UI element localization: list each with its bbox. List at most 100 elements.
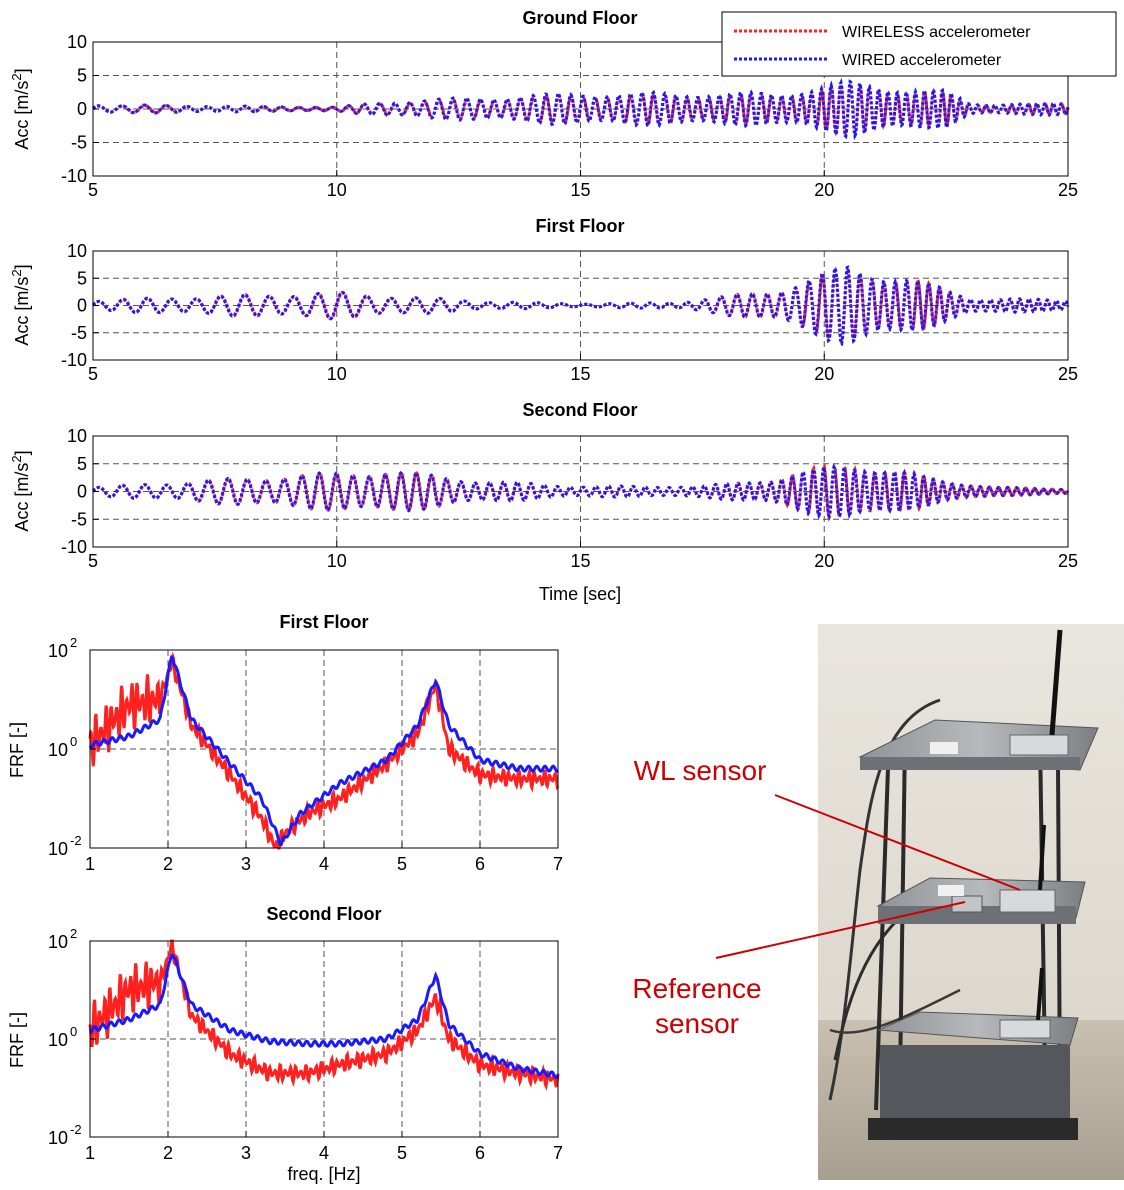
y-tick-label: 10 (67, 426, 87, 446)
series-wireless (88, 939, 560, 1092)
y-tick-label: 10 (48, 740, 68, 760)
x-tick-label: 1 (85, 854, 95, 874)
y-tick-label: 5 (77, 66, 87, 86)
y-axis-label: Acc [m/s2] (9, 450, 32, 531)
x-tick-label: 5 (397, 854, 407, 874)
y-tick-label: 0 (77, 296, 87, 316)
test-rig-photo (818, 624, 1124, 1180)
time-panel-second: Second Floor 5 10 15 20 25 -10 -5 0 5 10 Acc [m/s… (9, 400, 1078, 604)
cable (829, 988, 961, 1034)
legend-label-wireless: WIRELESS accelerometer (842, 24, 1031, 41)
x-tick-label: 15 (570, 180, 590, 200)
x-tick-label: 20 (814, 551, 834, 571)
series-wired (92, 77, 1070, 141)
antenna (1049, 629, 1063, 736)
wired-sensor-top (1009, 734, 1069, 756)
y-tick-label: 10 (67, 241, 87, 261)
y-tick-exponent: 2 (70, 635, 77, 650)
series-line-wired (91, 462, 1070, 521)
y-tick-label: -10 (61, 537, 87, 557)
series-wired (89, 952, 560, 1080)
y-tick-exponent: -2 (70, 833, 82, 848)
series-line-wired (92, 265, 1070, 347)
y-tick-label: -5 (71, 323, 87, 343)
wl-sensor-label: WL sensor (634, 755, 767, 786)
y-tick-label: 0 (77, 99, 87, 119)
x-tick-label: 25 (1058, 180, 1078, 200)
legend-box (721, 11, 1117, 77)
grid (90, 941, 558, 1137)
reference-sensor-label-line2: sensor (655, 1008, 739, 1039)
x-tick-label: 10 (327, 180, 347, 200)
time-panel-first: First Floor 5 10 15 20 25 -10 -5 0 5 10 Acc [m/s2… (9, 216, 1078, 384)
tag-label (938, 885, 964, 896)
series-wired (92, 265, 1070, 347)
x-tick-label: 20 (814, 364, 834, 384)
x-tick-label: 5 (397, 1143, 407, 1163)
panel-title: Ground Floor (523, 8, 638, 28)
antenna (1038, 824, 1046, 891)
y-tick-exponent: 2 (70, 926, 77, 941)
y-tick-label: -10 (61, 166, 87, 186)
x-tick-label: 4 (319, 1143, 329, 1163)
y-tick-label: 10 (48, 1128, 68, 1148)
x-tick-label: 2 (163, 1143, 173, 1163)
panel-title: First Floor (280, 612, 369, 632)
panel-title: Second Floor (266, 904, 381, 924)
x-axis-label: Time [sec] (539, 584, 621, 604)
tag-label (930, 742, 958, 754)
reference-sensor-pointer (715, 901, 966, 959)
y-tick-exponent: 0 (70, 1024, 77, 1039)
x-tick-label: 4 (319, 854, 329, 874)
y-tick-label: 0 (77, 482, 87, 502)
x-tick-label: 3 (241, 854, 251, 874)
series-wired (88, 654, 559, 846)
y-axis-label: FRF [-] (7, 722, 27, 778)
x-tick-label: 6 (475, 1143, 485, 1163)
panel-title: Second Floor (522, 400, 637, 420)
x-tick-label: 6 (475, 854, 485, 874)
x-tick-label: 15 (570, 551, 590, 571)
series-line-wired (92, 77, 1070, 141)
wl-sensor-pointer (774, 794, 1021, 891)
top-plate-edge (860, 757, 1080, 770)
x-tick-label: 5 (88, 364, 98, 384)
legend-label-wired: WIRED accelerometer (842, 52, 1002, 69)
y-tick-label: 10 (48, 932, 68, 952)
x-tick-label: 2 (163, 854, 173, 874)
x-tick-label: 10 (327, 551, 347, 571)
antenna (1036, 967, 1044, 1021)
x-tick-label: 15 (570, 364, 590, 384)
sensor-box-lower (999, 1019, 1051, 1039)
ticks: 5 10 15 20 25 -10 -5 0 5 10 (61, 426, 1078, 571)
series-wired (91, 462, 1070, 521)
base-block (880, 1045, 1070, 1120)
series-line-wired (89, 952, 560, 1080)
x-tick-label: 1 (85, 1143, 95, 1163)
x-tick-label: 25 (1058, 364, 1078, 384)
y-axis-label: FRF [-] (7, 1012, 27, 1068)
x-tick-label: 5 (88, 180, 98, 200)
x-tick-label: 7 (553, 854, 563, 874)
y-tick-label: -5 (71, 509, 87, 529)
panel-title: First Floor (536, 216, 625, 236)
x-tick-label: 25 (1058, 551, 1078, 571)
y-tick-label: -10 (61, 350, 87, 370)
ticks: 5 10 15 20 25 -10 -5 0 5 10 (61, 241, 1078, 384)
base-shadow (868, 1118, 1078, 1140)
y-tick-exponent: 0 (70, 734, 77, 749)
series-line-wired (88, 654, 559, 846)
x-tick-label: 7 (553, 1143, 563, 1163)
legend: WIRELESS accelerometer WIRED acceleromet… (721, 11, 1117, 77)
y-axis-label: Acc [m/s2] (9, 264, 32, 345)
y-tick-label: 5 (77, 454, 87, 474)
x-tick-label: 5 (88, 551, 98, 571)
y-tick-label: 10 (48, 641, 68, 661)
y-tick-label: -5 (71, 133, 87, 153)
x-tick-label: 10 (327, 364, 347, 384)
grid (90, 650, 558, 848)
